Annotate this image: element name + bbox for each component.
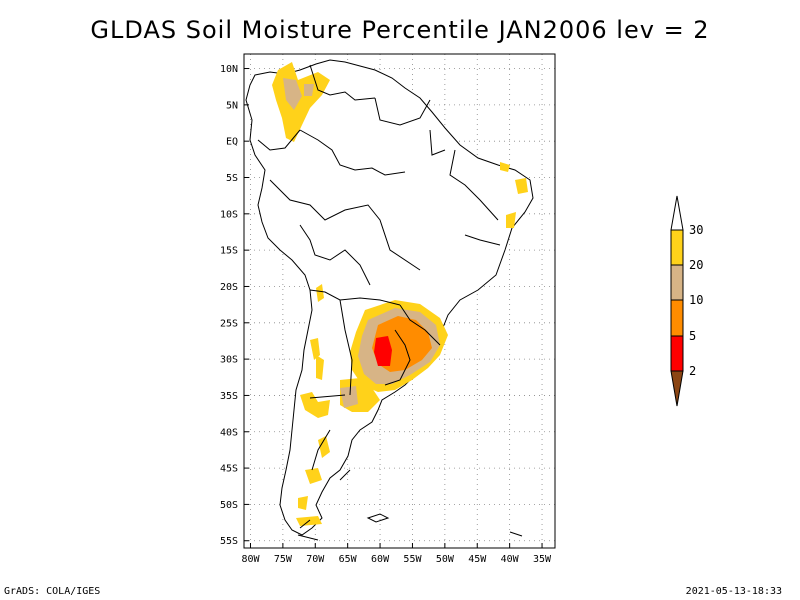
colorbar-above-arrow xyxy=(670,195,684,231)
footer-timestamp: 2021-05-13-18:33 xyxy=(685,586,782,597)
map-frame xyxy=(243,53,556,549)
latitude-label: 55S xyxy=(220,536,238,547)
longitude-label: 40W xyxy=(501,554,520,565)
latitude-label: 10N xyxy=(220,64,238,75)
latitude-label: EQ xyxy=(226,137,238,148)
longitude-label: 55W xyxy=(403,554,422,565)
colorbar-band-5-10 xyxy=(670,299,684,337)
latitude-label: 5N xyxy=(226,100,238,111)
colorbar-label: 5 xyxy=(689,329,696,343)
longitude-label: 50W xyxy=(436,554,455,565)
map-title: GLDAS Soil Moisture Percentile JAN2006 l… xyxy=(90,16,710,44)
latitude-label: 5S xyxy=(226,173,238,184)
latitude-label: 15S xyxy=(220,246,238,257)
longitude-axis: 80W 75W 70W 65W 60W 55W 50W 45W 40W 35W xyxy=(241,543,552,565)
longitude-label: 60W xyxy=(371,554,390,565)
latitude-label: 35S xyxy=(220,391,238,402)
longitude-label: 35W xyxy=(533,554,552,565)
longitude-label: 80W xyxy=(241,554,260,565)
country-borders xyxy=(257,64,523,541)
latitude-label: 30S xyxy=(220,355,238,366)
latitude-axis: 10N 5N EQ 5S 10S 15S 20S 25S 30S 35S 40S 45S 50S 55S xyxy=(220,64,249,547)
colorbar-band-10-20 xyxy=(670,264,684,301)
latitude-label: 45S xyxy=(220,464,238,475)
colorbar-band-20-30 xyxy=(670,229,684,266)
latitude-label: 10S xyxy=(220,209,238,220)
footer-credit: GrADS: COLA/IGES xyxy=(4,586,101,597)
colorbar-label: 20 xyxy=(689,258,703,272)
longitude-label: 70W xyxy=(306,554,325,565)
latitude-label: 20S xyxy=(220,282,238,293)
colorbar-label: 2 xyxy=(689,364,696,378)
latitude-label: 40S xyxy=(220,427,238,438)
latitude-label: 50S xyxy=(220,500,238,511)
colorbar-label: 30 xyxy=(689,223,703,237)
longitude-label: 65W xyxy=(339,554,358,565)
colorbar-below-arrow xyxy=(670,370,684,407)
colorbar-label: 10 xyxy=(689,293,703,307)
colorbar-band-2-5 xyxy=(670,335,684,372)
longitude-label: 45W xyxy=(468,554,487,565)
colorbar: 30 20 10 5 2 xyxy=(670,195,703,407)
longitude-label: 75W xyxy=(274,554,293,565)
latitude-label: 25S xyxy=(220,318,238,329)
